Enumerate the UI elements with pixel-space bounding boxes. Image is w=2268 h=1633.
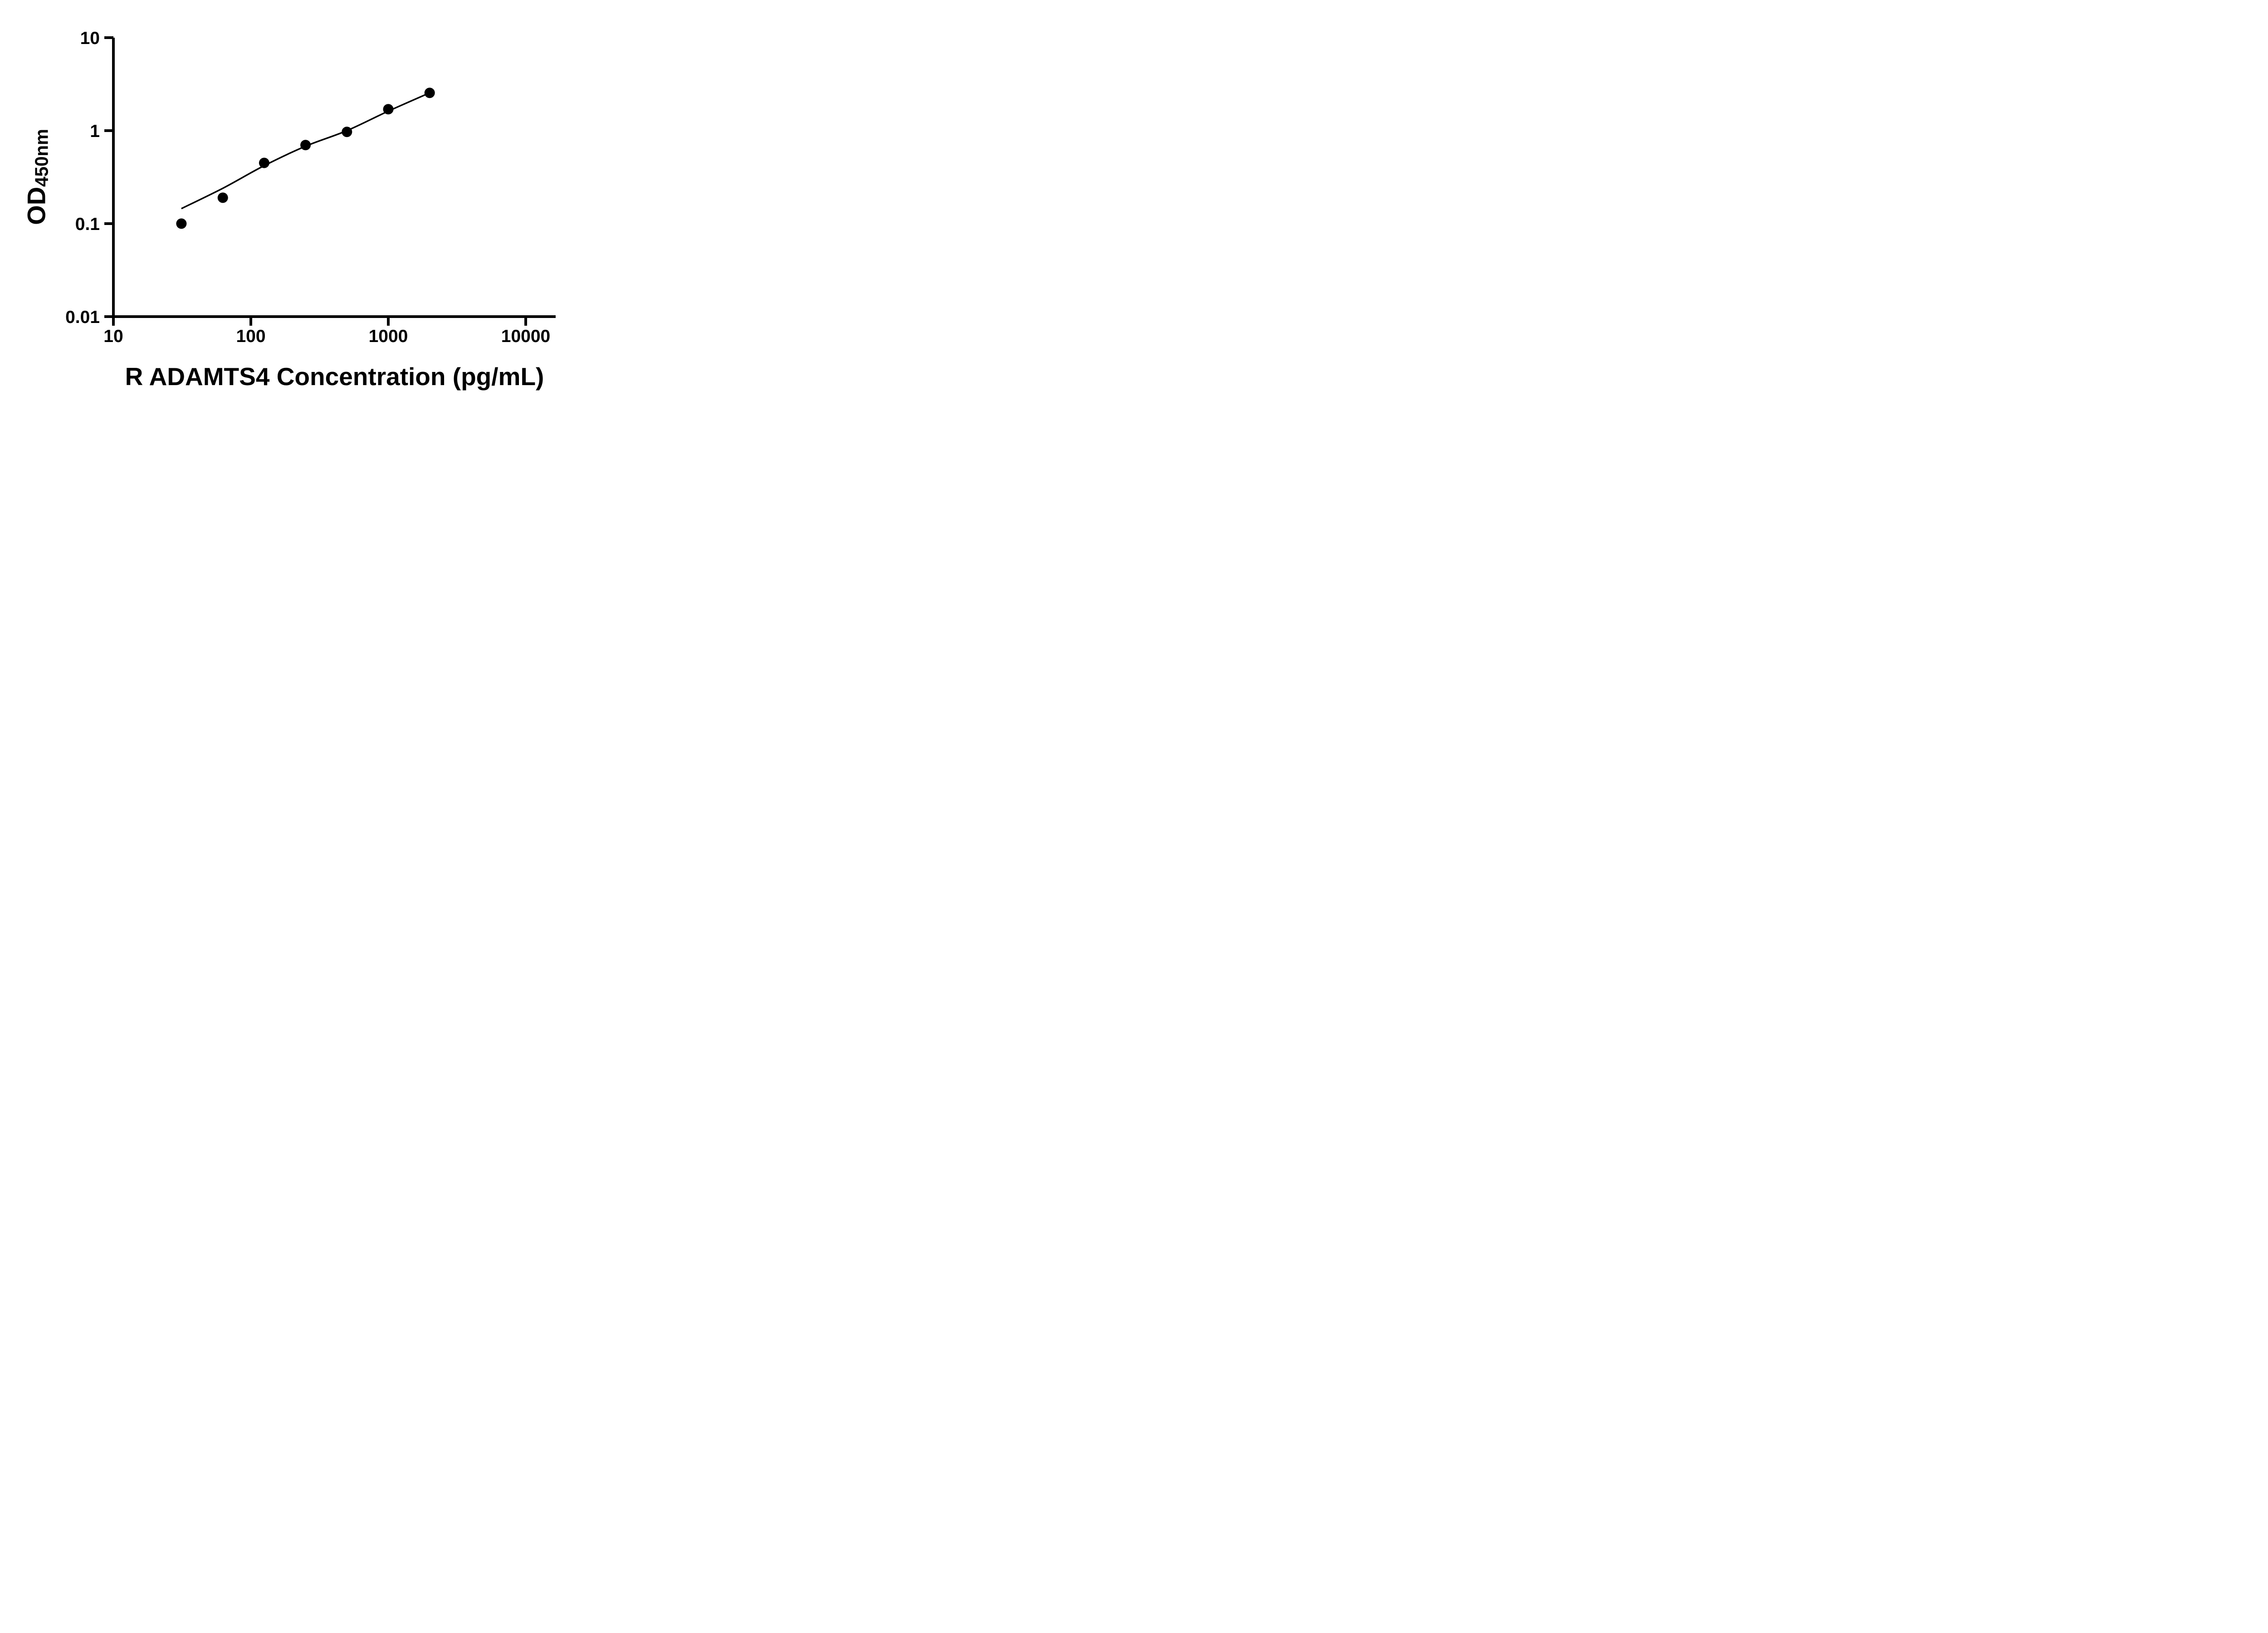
x-tick-label: 1000 [369, 327, 408, 346]
y-tick-label: 0.01 [65, 308, 100, 327]
data-point [176, 218, 187, 229]
axis-lines [112, 38, 556, 318]
data-point [342, 127, 352, 137]
y-axis-title-base: OD [22, 186, 51, 225]
x-axis-title: R ADAMTS4 Concentration (pg/mL) [125, 362, 544, 391]
chart-plot-area: 10 100 1000 10000 0.01 0.1 1 10 [65, 29, 556, 346]
y-tick-label: 1 [90, 122, 100, 141]
x-tick-label: 10000 [501, 327, 550, 346]
data-point [424, 88, 435, 98]
y-axis-title: OD450nm [22, 129, 52, 225]
x-tick-label: 100 [236, 327, 265, 346]
data-point [383, 104, 394, 115]
data-point [217, 192, 228, 203]
y-tick-label: 10 [80, 29, 100, 48]
elisa-standard-curve-figure: 10 100 1000 10000 0.01 0.1 1 10 OD450nm R ADAMT… [0, 0, 583, 408]
data-point [300, 140, 311, 151]
data-point [259, 157, 269, 168]
y-tick-label: 0.1 [75, 215, 100, 234]
y-axis-title-subscript: 450nm [31, 129, 52, 187]
x-tick-label: 10 [103, 327, 123, 346]
